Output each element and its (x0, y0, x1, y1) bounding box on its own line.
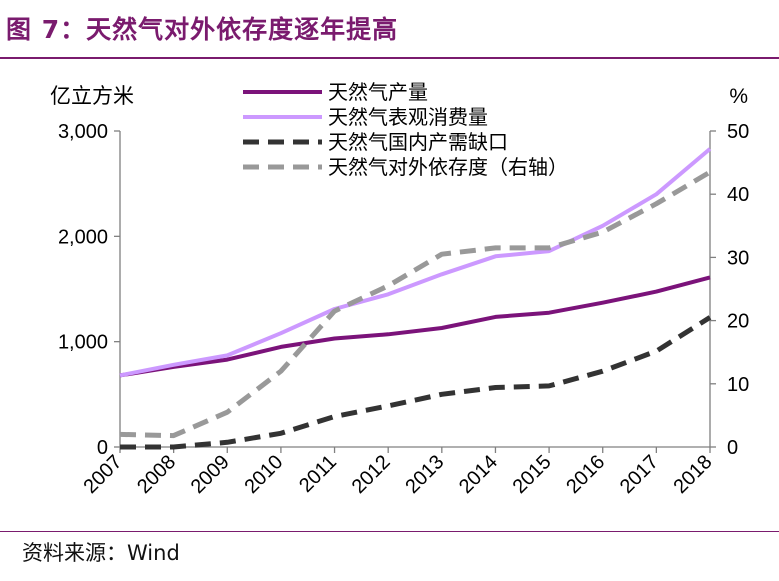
x-tick-label: 2009 (187, 451, 234, 498)
x-tick-label: 2018 (670, 451, 717, 498)
y-left-tick-label: 2,000 (58, 226, 108, 248)
series-lines (119, 147, 712, 450)
legend-label: 天然气表观消费量 (328, 106, 488, 129)
title-rule (0, 57, 779, 59)
series-line (119, 147, 712, 378)
x-tick-label: 2011 (295, 451, 341, 497)
y-right-tick-label: 10 (727, 374, 749, 396)
y-left-tick-label: 0 (97, 437, 108, 459)
x-tick-label: 2008 (133, 451, 180, 498)
x-tick-label: 2010 (240, 451, 287, 498)
y-left-tick-label: 3,000 (58, 121, 108, 143)
series-line (119, 275, 711, 378)
x-tick-label: 2017 (616, 451, 663, 498)
x-tick-label: 2013 (401, 451, 448, 498)
source-rule (0, 531, 779, 532)
y-right-tick-label: 40 (727, 184, 749, 206)
x-tick-label: 2014 (455, 451, 502, 498)
y-right-axis-unit: % (729, 85, 748, 108)
y-right-tick-label: 0 (727, 437, 738, 459)
x-tick-label: 2012 (348, 451, 395, 498)
y-right-tick-label: 50 (727, 121, 749, 143)
y-left-axis-unit: 亿立方米 (50, 85, 134, 108)
figure-title: 图 7：天然气对外依存度逐年提高 (6, 15, 399, 44)
series-line (120, 315, 712, 450)
axes (114, 130, 716, 453)
source-note: 资料来源：Wind (22, 541, 180, 565)
legend-label: 天然气产量 (328, 81, 428, 104)
legend-label: 天然气对外依存度（右轴） (328, 156, 568, 179)
x-tick-label: 2007 (80, 451, 127, 498)
series-line (119, 169, 712, 439)
x-tick-label: 2015 (509, 451, 556, 498)
legend-label: 天然气国内产需缺口 (328, 131, 508, 154)
x-tick-label: 2016 (562, 451, 609, 498)
y-left-tick-label: 1,000 (58, 332, 108, 354)
y-right-tick-label: 20 (727, 311, 749, 333)
y-right-tick-label: 30 (727, 247, 749, 269)
